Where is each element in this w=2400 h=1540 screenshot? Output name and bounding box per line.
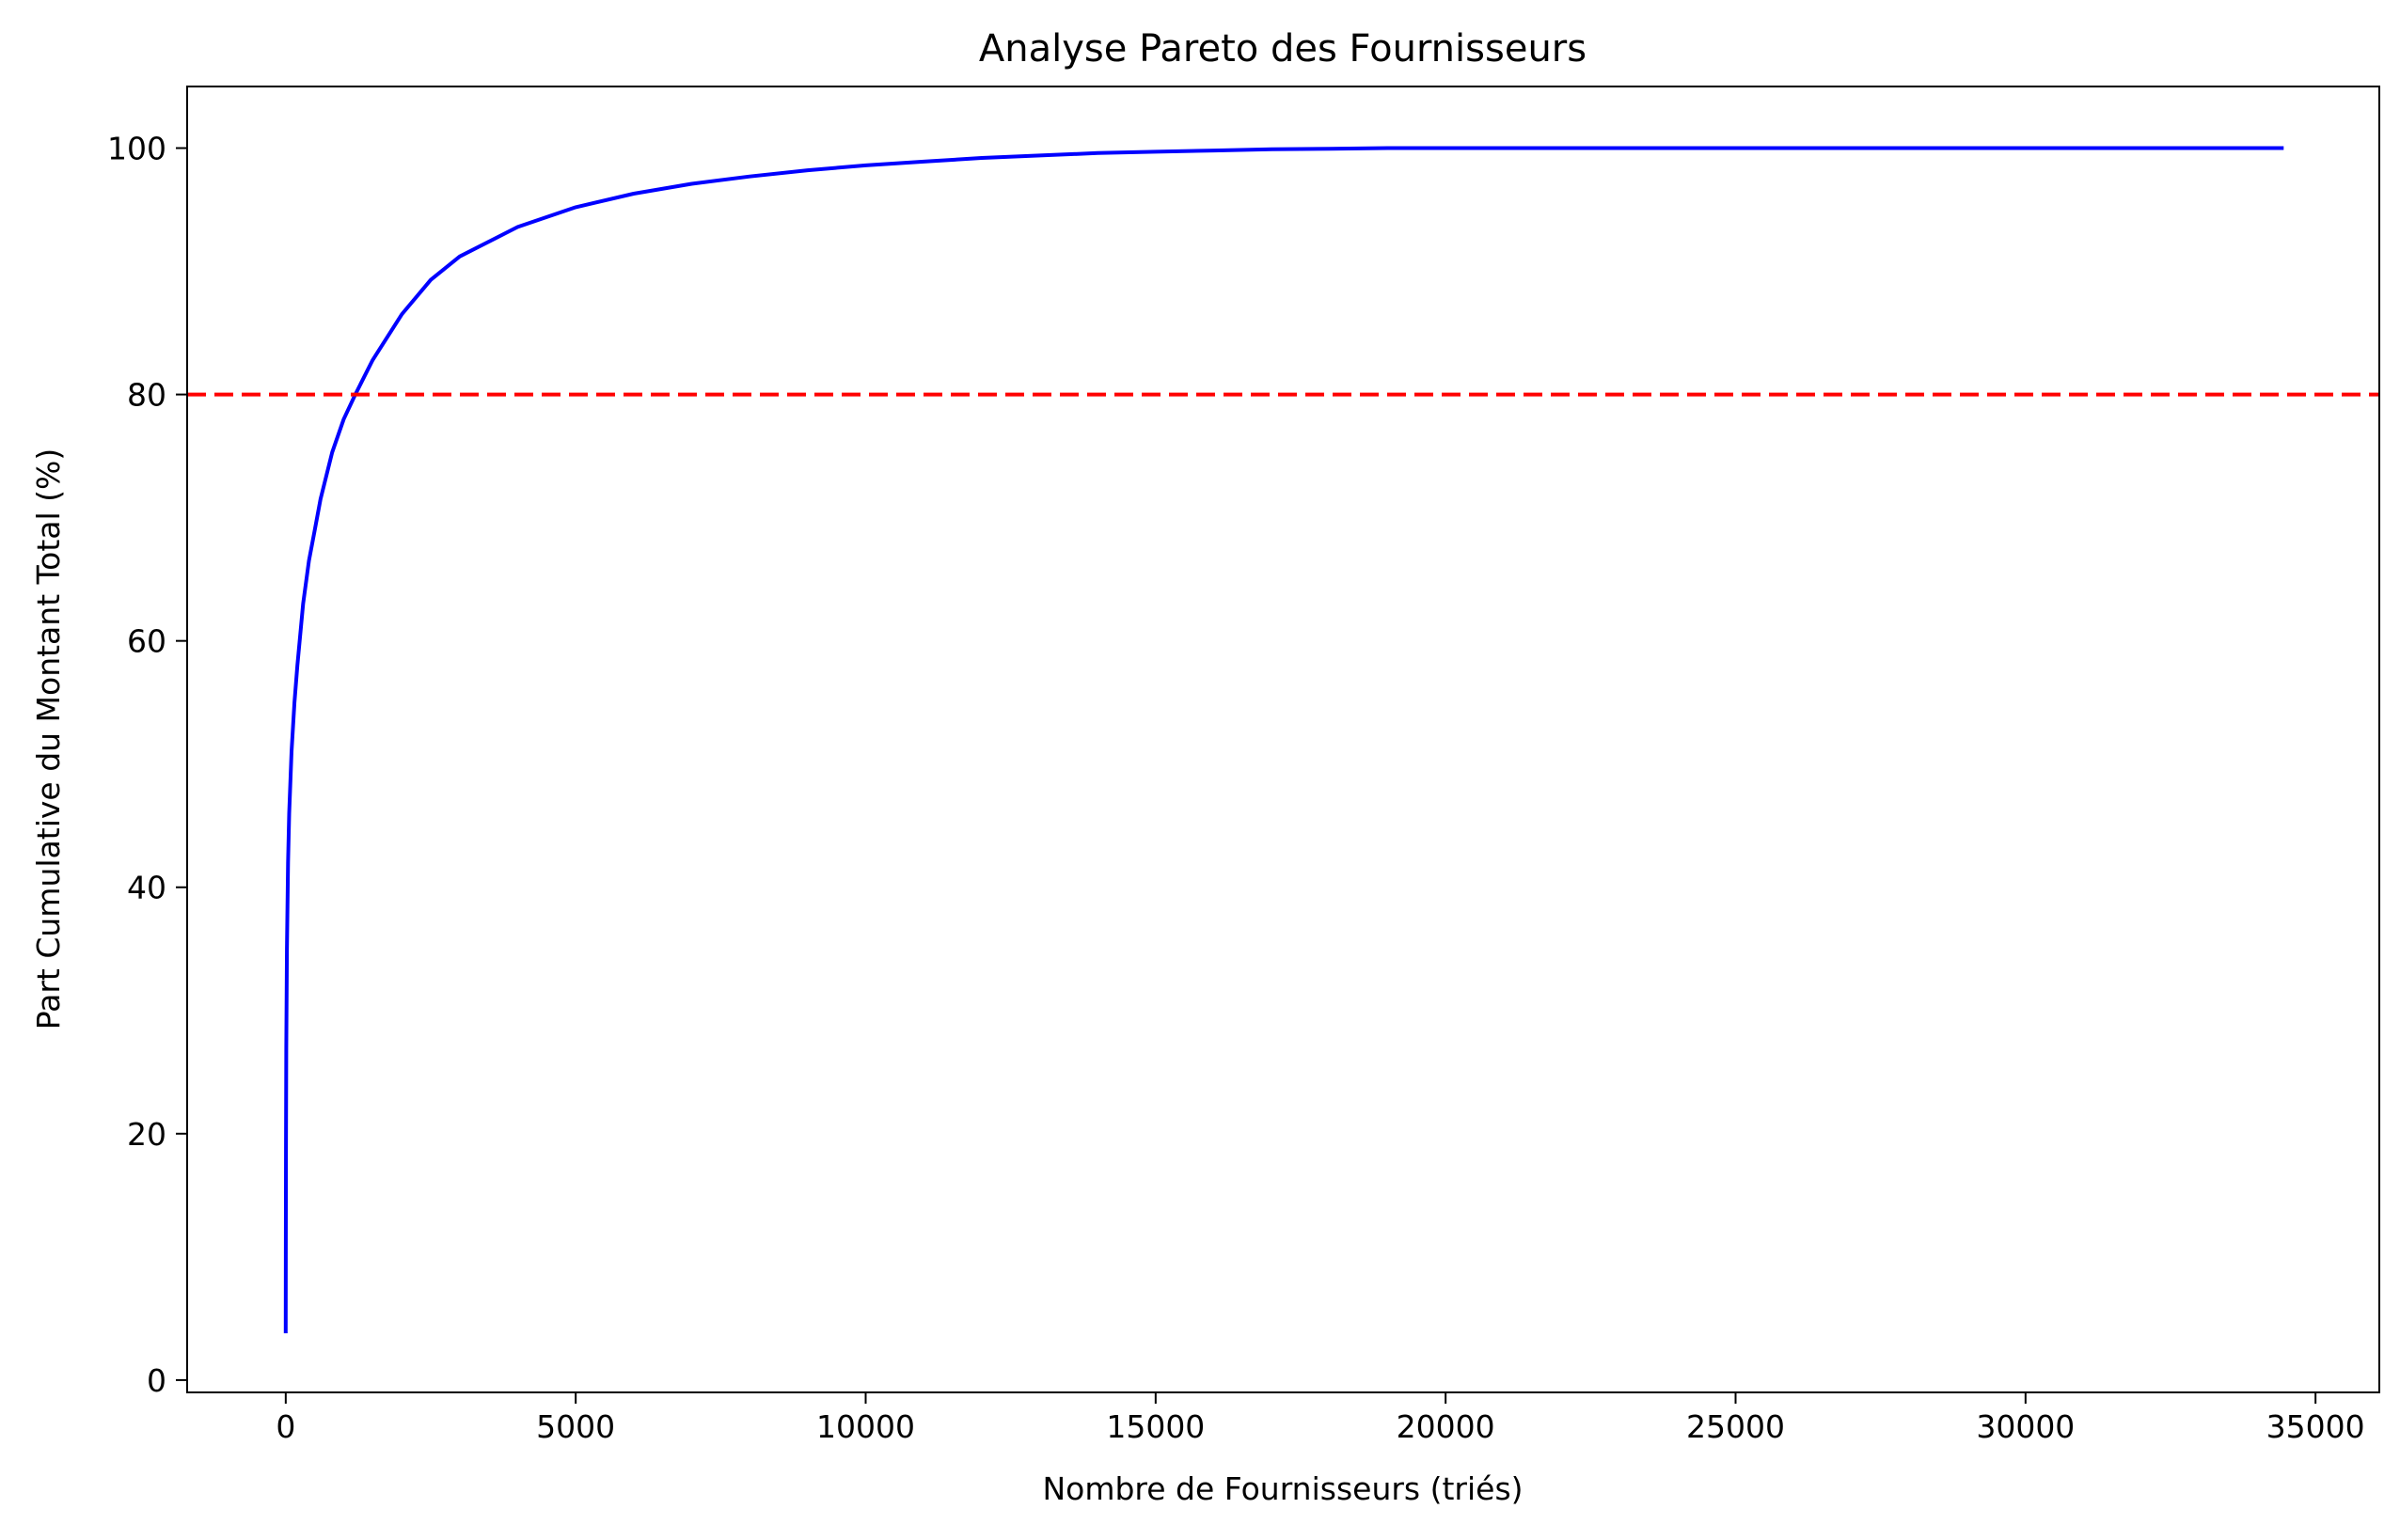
x-tick-label: 0	[276, 1408, 295, 1445]
x-tick-label: 5000	[536, 1408, 615, 1445]
x-axis-ticks: 0 5000 10000 15000 20000 25000 30000 35000	[276, 1392, 2365, 1445]
y-tick-label: 80	[127, 377, 166, 414]
x-tick-label: 15000	[1106, 1408, 1205, 1445]
y-axis-label: Part Cumulative du Montant Total (%)	[30, 448, 67, 1030]
y-tick-label: 100	[107, 131, 166, 167]
x-tick-label: 20000	[1397, 1408, 1495, 1445]
cumulative-share-line	[283, 146, 2284, 1334]
y-tick-label: 0	[147, 1362, 166, 1399]
chart-title: Analyse Pareto des Fournisseurs	[979, 27, 1587, 71]
x-tick-label: 30000	[1976, 1408, 2075, 1445]
plot-frame	[186, 86, 2380, 1393]
x-tick-label: 25000	[1686, 1408, 1785, 1445]
y-axis-ticks: 0 20 40 60 80 100	[107, 131, 187, 1399]
y-tick-label: 20	[127, 1116, 166, 1153]
x-axis-label: Nombre de Fournisseurs (triés)	[1042, 1470, 1523, 1507]
y-tick-label: 40	[127, 870, 166, 906]
plot-layer	[187, 146, 2379, 1334]
x-tick-label: 10000	[816, 1408, 915, 1445]
y-tick-label: 60	[127, 623, 166, 660]
x-tick-label: 35000	[2266, 1408, 2365, 1445]
